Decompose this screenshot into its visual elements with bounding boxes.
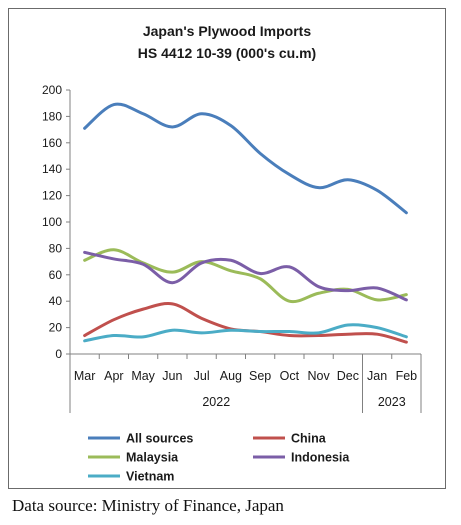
series-line-indonesia [83, 250, 408, 302]
y-tick-label: 0 [55, 347, 62, 361]
year-group-label: 2023 [378, 395, 406, 409]
data-source-note: Data source: Ministry of Finance, Japan [12, 496, 284, 515]
x-tick-label: Jul [194, 369, 210, 383]
series-line-malaysia [83, 248, 408, 304]
y-tick-label: 80 [49, 241, 63, 255]
chart-subtitle: HS 4412 10-39 (000's cu.m) [137, 45, 317, 61]
y-tick-label: 60 [49, 268, 63, 282]
y-tick-label: 120 [42, 189, 62, 203]
x-tick-label: Oct [280, 369, 300, 383]
x-tick-label: Jun [162, 369, 182, 383]
y-tick-label: 200 [42, 83, 62, 97]
y-tick-label: 180 [42, 109, 62, 123]
series-line-vietnam [83, 323, 408, 343]
y-tick-label: 160 [42, 136, 62, 150]
y-tick-label: 40 [49, 294, 63, 308]
x-tick-label: Nov [308, 369, 331, 383]
x-tick-label: Sep [249, 369, 271, 383]
x-tick-label: Apr [104, 369, 123, 383]
x-tick-label: May [131, 369, 155, 383]
legend-label-vietnam: Vietnam [126, 470, 174, 484]
x-tick-label: Aug [220, 369, 242, 383]
legend-label-china: China [291, 432, 327, 446]
year-group-label: 2022 [202, 395, 230, 409]
legend-label-all-sources: All sources [126, 432, 193, 446]
legend-label-indonesia: Indonesia [291, 451, 350, 465]
x-tick-label: Feb [396, 369, 418, 383]
x-tick-label: Mar [74, 369, 96, 383]
series-line-all-sources [83, 102, 408, 215]
y-tick-label: 20 [49, 321, 63, 335]
chart-title: Japan's Plywood Imports [142, 23, 312, 39]
legend-label-malaysia: Malaysia [126, 451, 179, 465]
chart-frame: Japan's Plywood Imports HS 4412 10-39 (0… [8, 8, 446, 489]
x-tick-label: Dec [337, 369, 359, 383]
y-tick-label: 100 [42, 215, 62, 229]
y-tick-label: 140 [42, 162, 62, 176]
x-tick-label: Jan [367, 369, 387, 383]
